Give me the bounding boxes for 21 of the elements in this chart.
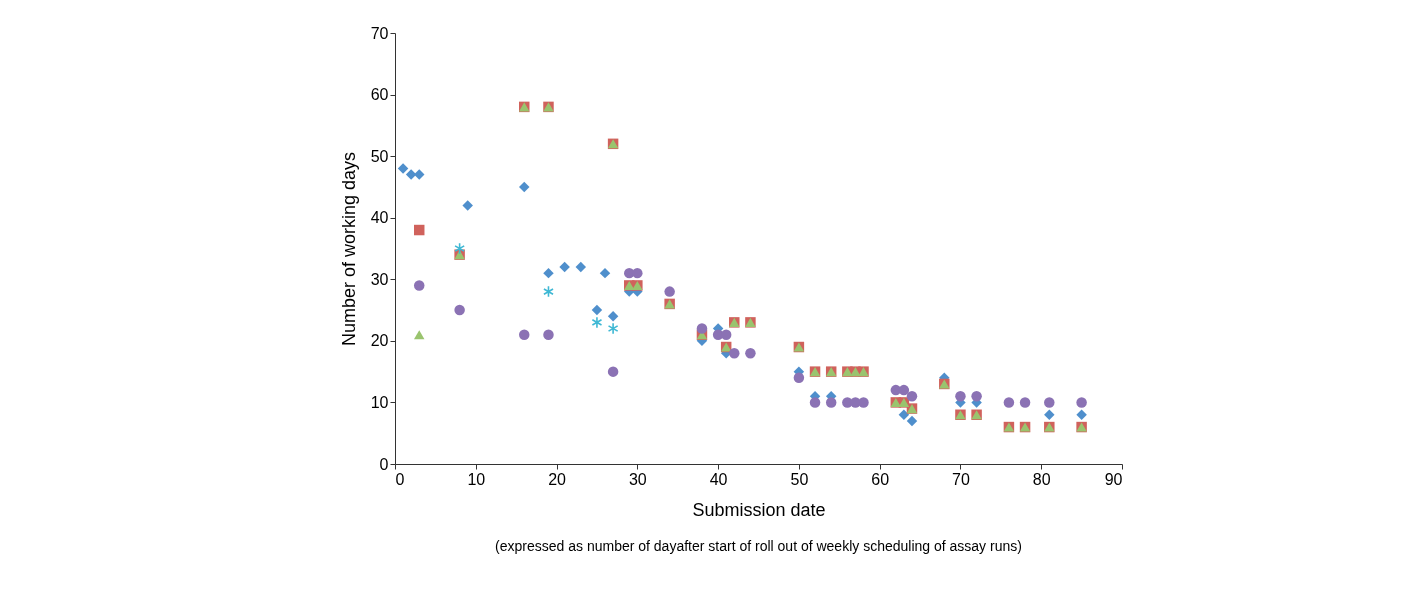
x-tick-label: 60 bbox=[871, 470, 890, 488]
y-tick-label: 10 bbox=[370, 393, 389, 411]
y-axis-title: Number of working days bbox=[338, 151, 359, 347]
y-tick-label: 30 bbox=[370, 270, 389, 288]
y-tick-label: 70 bbox=[370, 24, 389, 42]
x-tick-label: 40 bbox=[709, 470, 728, 488]
x-axis-title: Submission date bbox=[692, 499, 826, 520]
x-tick-label: 90 bbox=[1104, 470, 1123, 488]
y-tick-label: 60 bbox=[370, 86, 389, 104]
x-tick-label: 10 bbox=[467, 470, 486, 488]
x-tick-label: 0 bbox=[395, 470, 405, 488]
text: (expressed as number of dayafter start of roll out of weekly scheduling of assay runs) bbox=[495, 538, 1022, 554]
x-tick-label: 70 bbox=[952, 470, 970, 488]
x-tick-label: 20 bbox=[548, 470, 567, 488]
x-tick-label: 30 bbox=[628, 470, 647, 488]
y-tick-label: 40 bbox=[370, 209, 389, 227]
y-tick-label: 20 bbox=[370, 332, 389, 350]
x-tick-label: 50 bbox=[790, 470, 809, 488]
y-tick-label: 50 bbox=[370, 147, 389, 165]
x-tick-label: 80 bbox=[1032, 470, 1051, 488]
y-tick-label: 0 bbox=[379, 455, 389, 473]
